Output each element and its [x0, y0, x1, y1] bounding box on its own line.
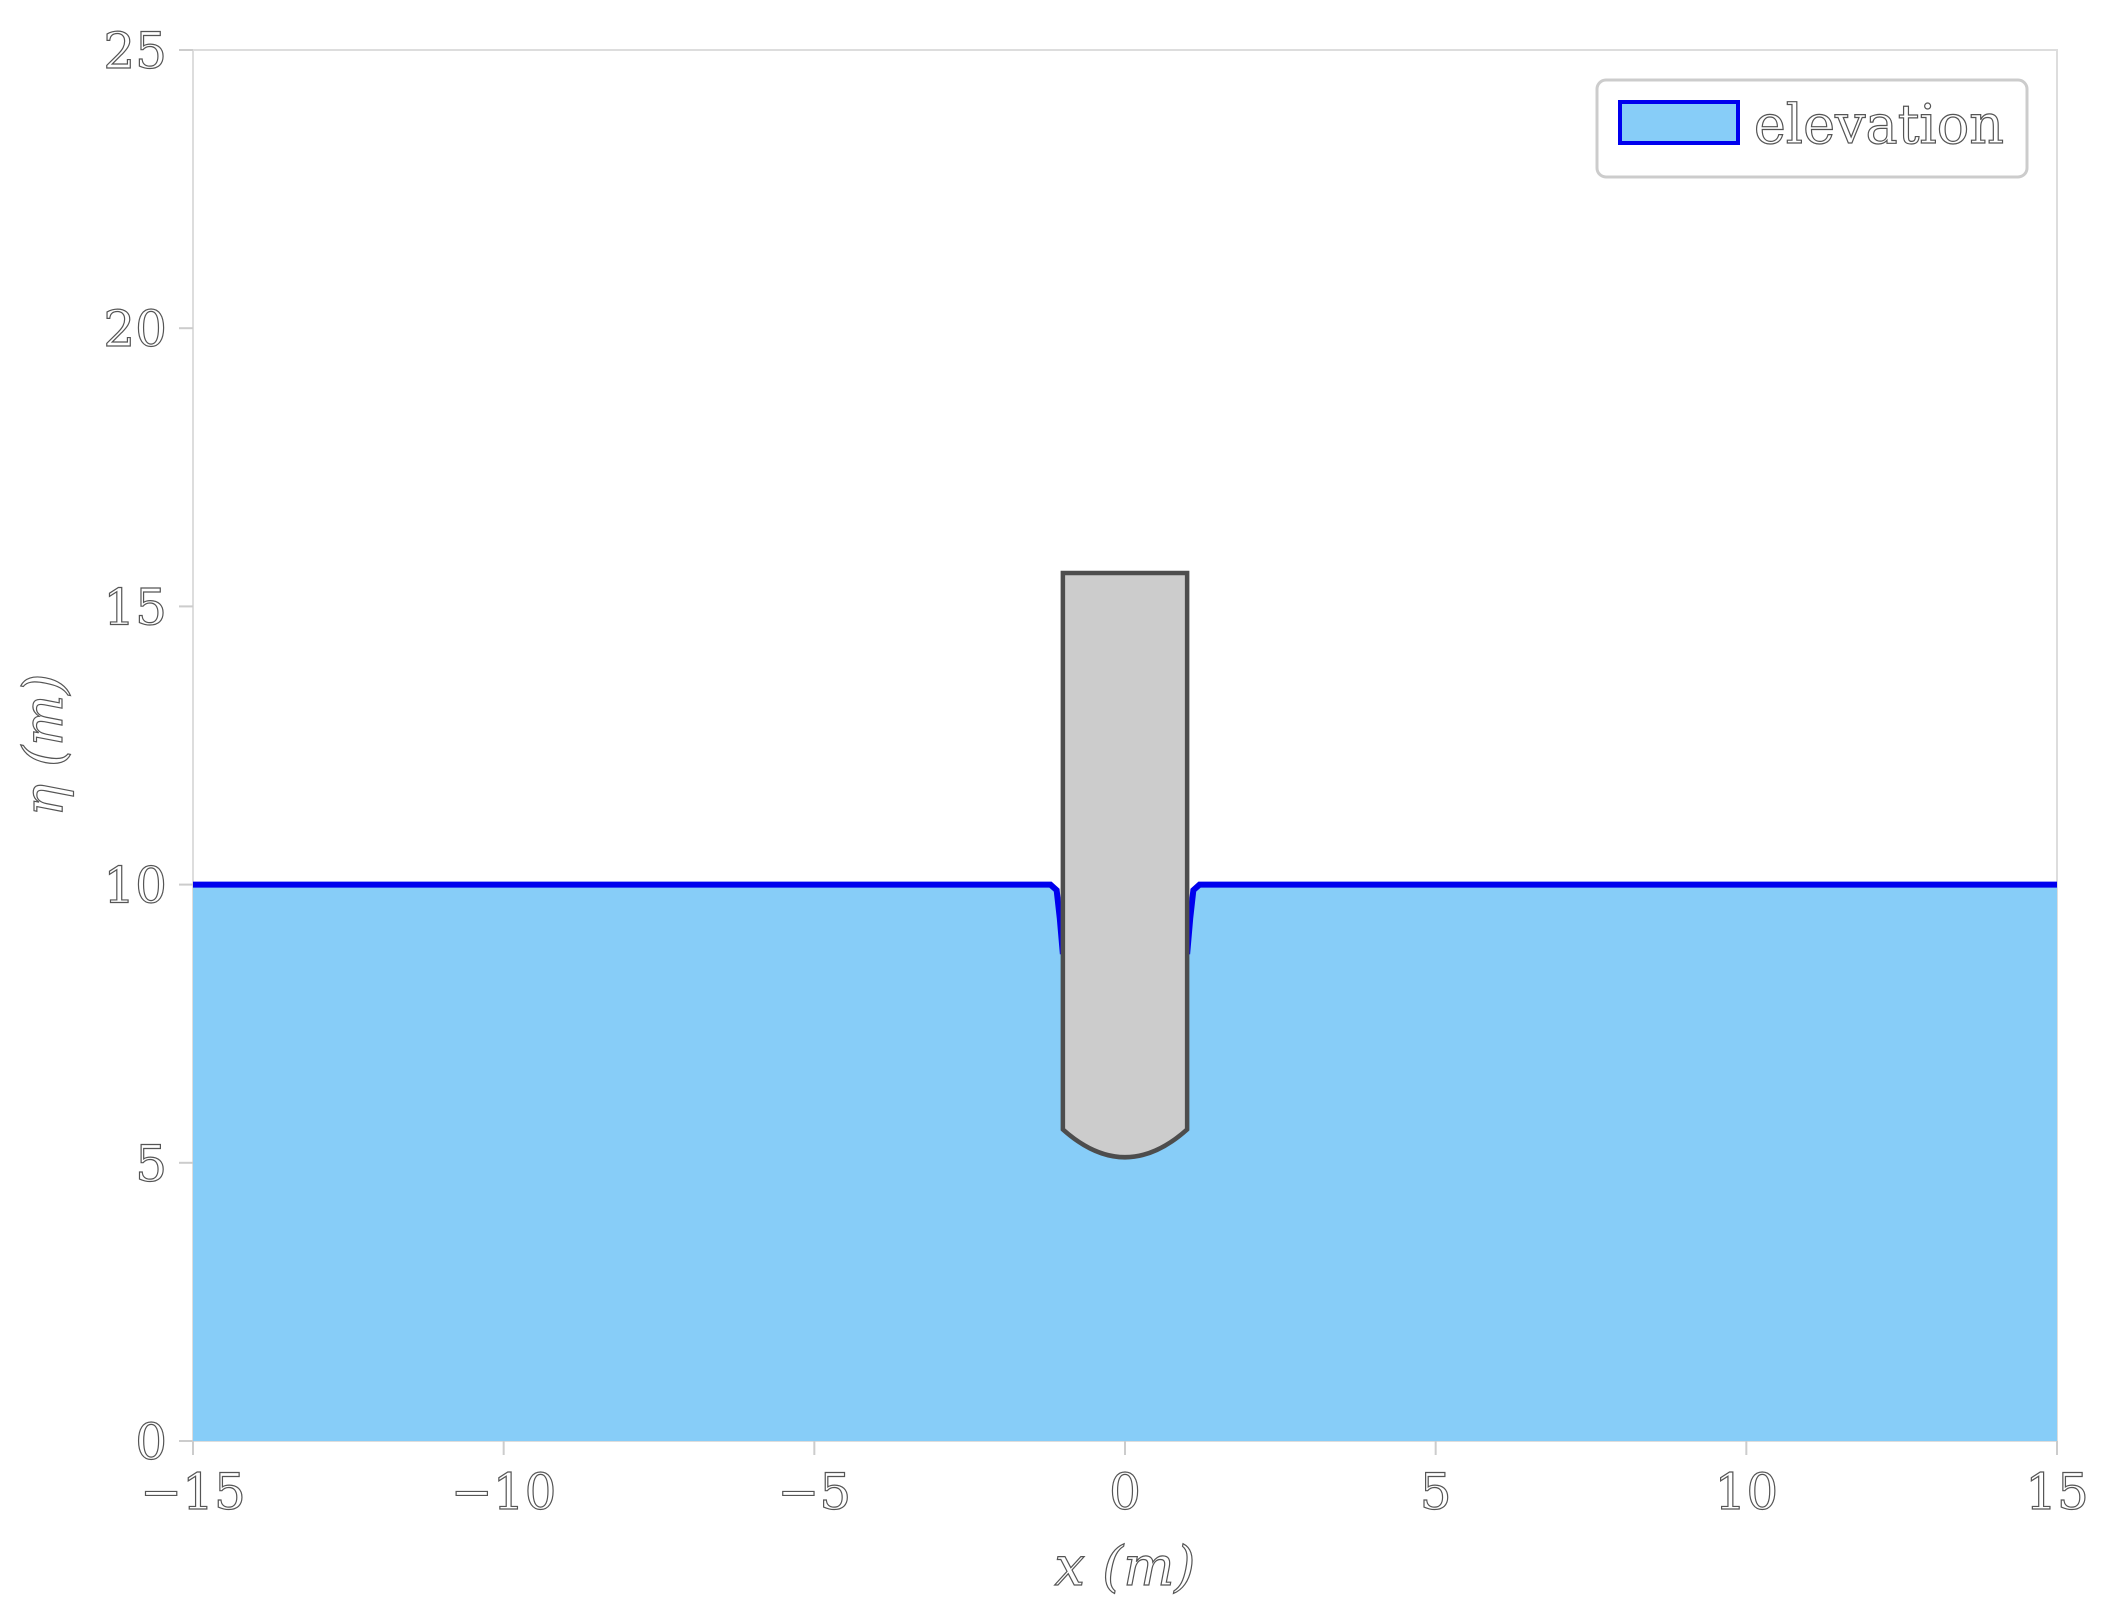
y-tick-label: 25 — [103, 22, 167, 80]
x-tick-label: 5 — [1420, 1463, 1452, 1521]
y-tick-label: 10 — [103, 857, 167, 915]
x-tick-label: −5 — [777, 1463, 851, 1521]
y-tick-label: 5 — [135, 1135, 167, 1193]
x-axis-label: x (m) — [1055, 1535, 1196, 1598]
elevation-line-right — [1184, 881, 2057, 955]
floating-body — [1060, 570, 1190, 1160]
legend-swatch-elevation — [1618, 100, 1740, 145]
legend: elevation — [1595, 78, 2029, 179]
y-tick-label: 0 — [135, 1413, 167, 1471]
x-tick-label: −15 — [140, 1463, 246, 1521]
x-tick-label: 10 — [1715, 1463, 1779, 1521]
y-axis-ticks: 0 5 10 15 20 25 — [103, 21, 193, 1472]
elevation-line-left — [193, 881, 1066, 955]
elevation-area — [193, 884, 2057, 1441]
y-tick-label: 15 — [103, 578, 167, 636]
x-tick-label: 15 — [2025, 1463, 2089, 1521]
x-tick-label: 0 — [1109, 1463, 1141, 1521]
legend-label-elevation: elevation — [1754, 93, 2004, 156]
y-tick-label: 20 — [103, 300, 167, 358]
x-tick-label: −10 — [451, 1463, 557, 1521]
x-axis-ticks: −15 −10 −5 0 5 10 15 — [140, 1441, 2089, 1522]
y-axis-label: η (m) — [12, 674, 75, 817]
